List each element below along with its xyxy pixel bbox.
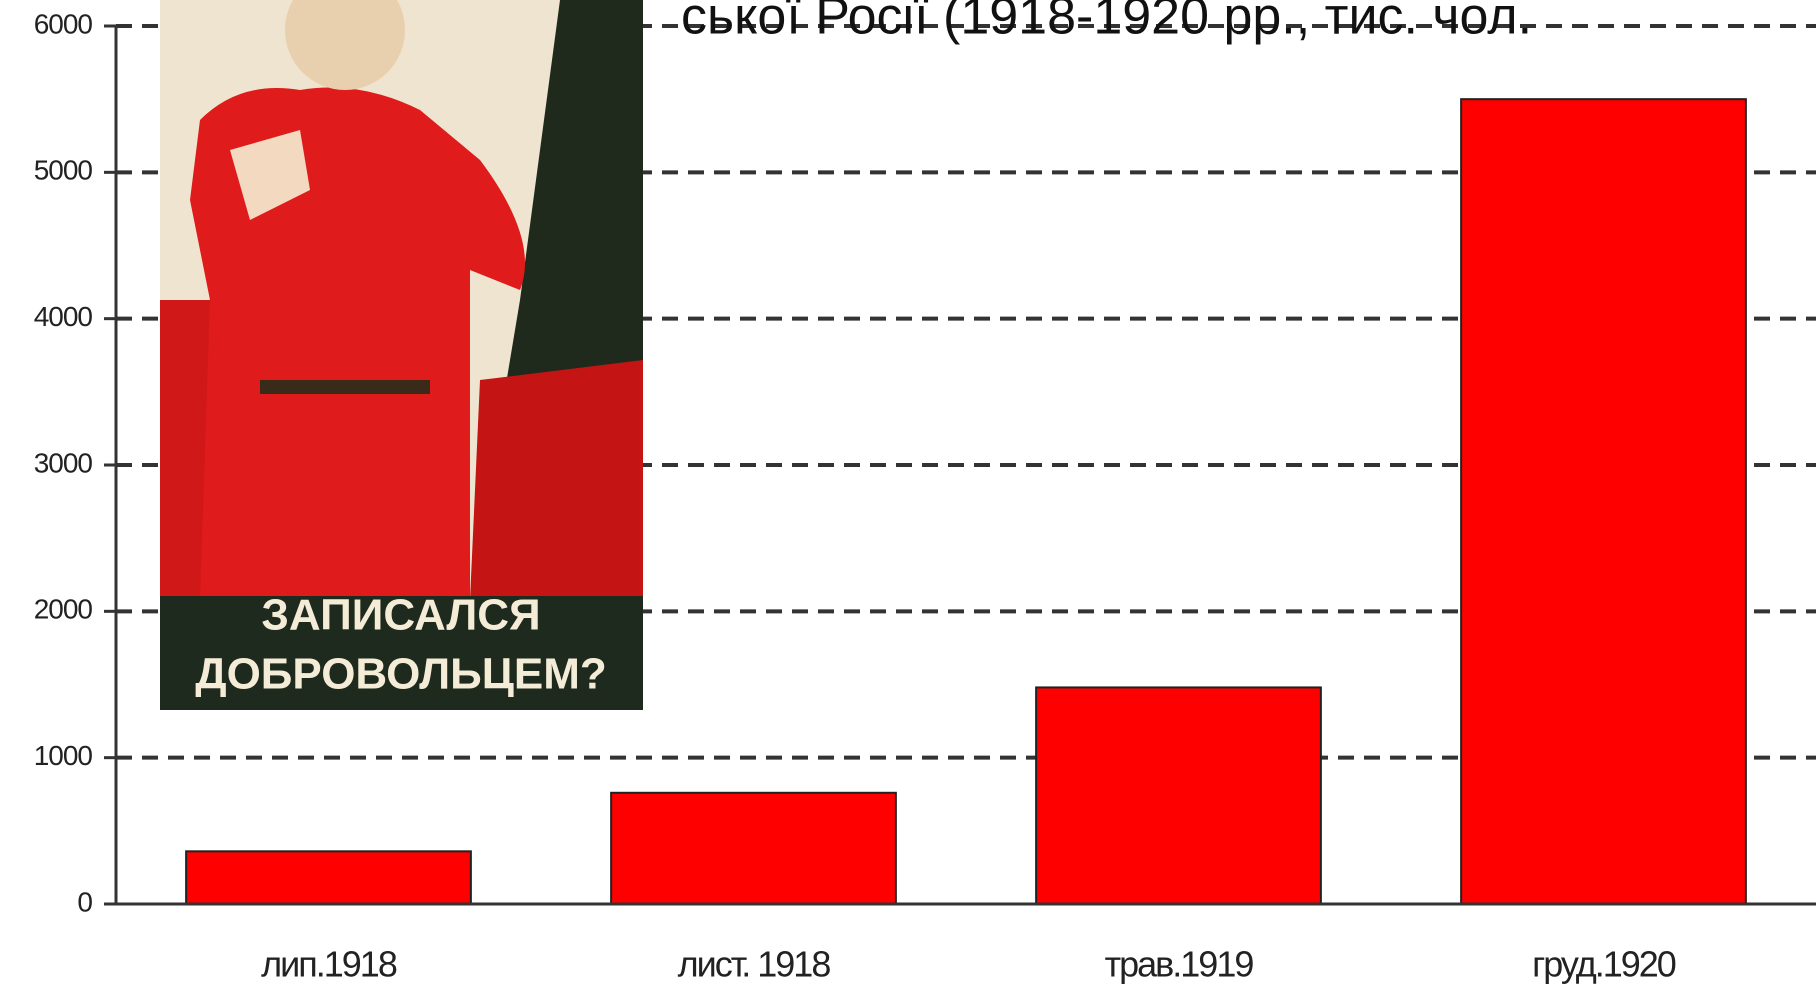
x-tick-label: груд.1920 [1532,944,1676,985]
y-tick-label: 6000 [34,8,93,39]
page: ЗАПИСАЛСЯ ДОБРОВОЛЬЦЕМ? ської Росії (191… [0,0,1816,989]
chart: ЗАПИСАЛСЯ ДОБРОВОЛЬЦЕМ? ської Росії (191… [0,0,1816,989]
y-tick-label: 0 [77,886,92,917]
poster-belt [260,380,430,394]
poster-factory [470,360,643,600]
y-tick-label: 4000 [34,301,93,332]
x-tick-label: трав.1919 [1105,944,1254,985]
y-tick-label: 3000 [34,447,93,478]
y-tick-label: 5000 [34,155,93,186]
y-tick-label: 1000 [34,740,93,771]
x-tick-label: лип.1918 [261,944,397,985]
bar [1461,99,1746,904]
poster: ЗАПИСАЛСЯ ДОБРОВОЛЬЦЕМ? [160,0,643,710]
bar [611,793,896,904]
bar [1036,687,1321,904]
x-tick-label: лист. 1918 [678,944,831,985]
poster-text: ДОБРОВОЛЬЦЕМ? [195,650,607,699]
chart-title: ської Росії (1918-1920 рр., тис. чол. [681,0,1532,46]
bar [186,851,471,904]
y-tick-label: 2000 [34,594,93,625]
poster-text: ЗАПИСАЛСЯ [261,591,540,640]
